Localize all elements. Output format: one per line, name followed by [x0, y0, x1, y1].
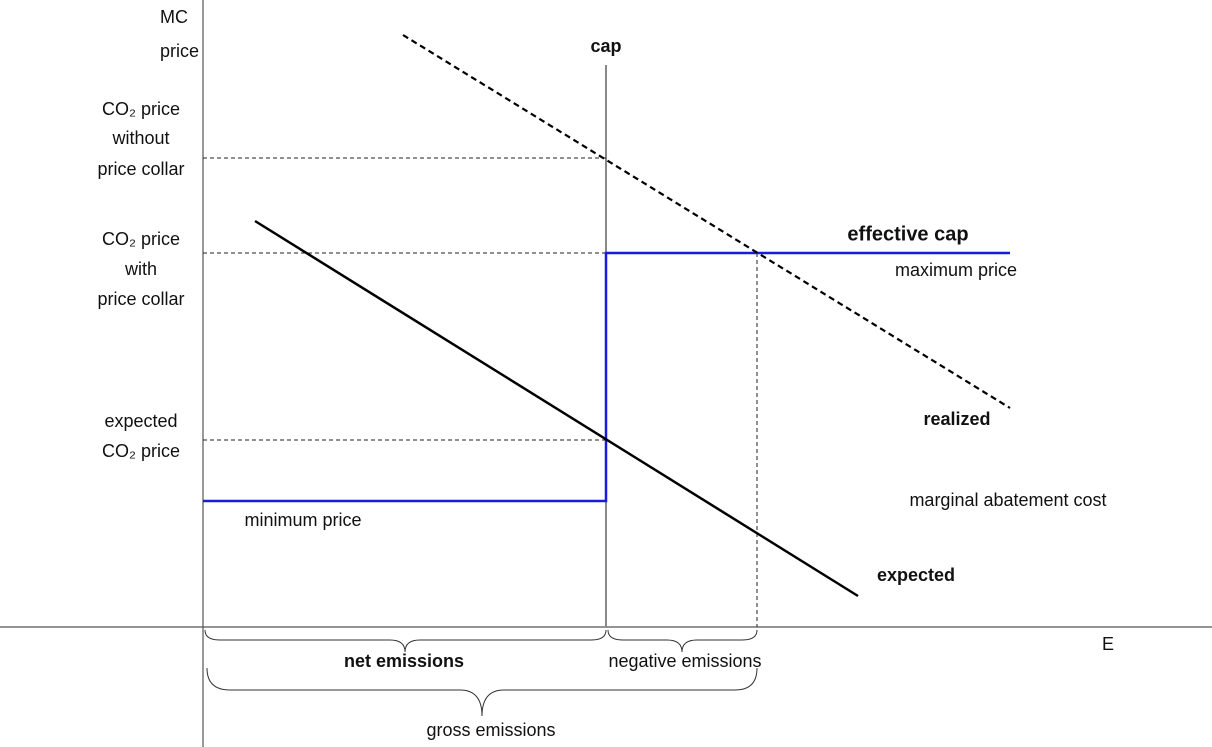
label: minimum price [244, 510, 361, 530]
label: price collar [97, 159, 184, 179]
brace [607, 629, 758, 653]
label: CO₂ price [102, 99, 180, 119]
label: gross emissions [426, 720, 555, 740]
y-axis-label: MC [160, 7, 188, 27]
label: marginal abatement cost [909, 490, 1106, 510]
label: with [124, 259, 157, 279]
expected-mac-line [254, 219, 859, 598]
label: negative emissions [608, 651, 761, 671]
realized-mac-line [402, 34, 1011, 409]
label: without [111, 128, 169, 148]
label: CO₂ price [102, 441, 180, 461]
x-axis-label: E [1102, 634, 1114, 654]
label: maximum price [895, 260, 1017, 280]
label: price collar [97, 289, 184, 309]
brace [206, 667, 758, 717]
effective-cap-line [203, 251, 1010, 503]
label: net emissions [344, 651, 464, 671]
label: effective cap [847, 223, 968, 245]
label: cap [590, 36, 621, 56]
label: CO₂ price [102, 229, 180, 249]
label: realized [923, 409, 990, 429]
label: expected [877, 565, 955, 585]
brace [204, 629, 607, 653]
label: expected [104, 411, 177, 431]
y-axis-label: price [160, 41, 199, 61]
